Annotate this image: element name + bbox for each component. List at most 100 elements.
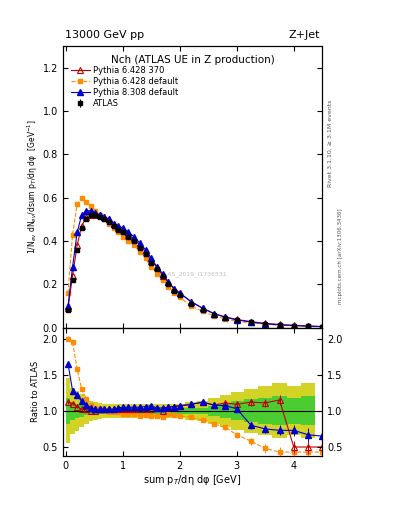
Pythia 6.428 default — [138, 249, 142, 255]
Pythia 8.308 default — [154, 264, 159, 270]
Pythia 8.308 default — [143, 247, 148, 253]
Pythia 6.428 370 — [200, 305, 205, 311]
Pythia 6.428 default — [66, 290, 70, 296]
Pythia 6.428 default — [177, 294, 182, 301]
Pythia 8.308 default — [306, 323, 310, 329]
Pythia 6.428 default — [93, 208, 98, 214]
Pythia 6.428 370 — [79, 223, 84, 229]
X-axis label: sum p$_T$/dη dφ [GeV]: sum p$_T$/dη dφ [GeV] — [143, 473, 242, 487]
Pythia 8.308 default — [320, 324, 325, 330]
Pythia 6.428 370 — [120, 227, 125, 233]
Pythia 6.428 default — [79, 195, 84, 201]
Y-axis label: 1/N$_{ev}$ dN$_{ev}$/dsum p$_T$/dη dφ  [GeV$^{-1}$]: 1/N$_{ev}$ dN$_{ev}$/dsum p$_T$/dη dφ [G… — [26, 119, 40, 254]
Pythia 6.428 370 — [126, 231, 131, 238]
Pythia 8.308 default — [66, 303, 70, 309]
Pythia 8.308 default — [234, 317, 239, 323]
Pythia 6.428 370 — [154, 264, 159, 270]
Pythia 6.428 370 — [172, 286, 176, 292]
Text: Nch (ATLAS UE in Z production): Nch (ATLAS UE in Z production) — [111, 55, 274, 65]
Pythia 6.428 370 — [223, 314, 228, 320]
Text: Rivet 3.1.10, ≥ 3.1M events: Rivet 3.1.10, ≥ 3.1M events — [328, 100, 333, 187]
Pythia 8.308 default — [149, 255, 154, 262]
Pythia 6.428 default — [249, 320, 253, 326]
Line: Pythia 6.428 default: Pythia 6.428 default — [66, 195, 325, 329]
Pythia 6.428 370 — [84, 214, 88, 220]
Pythia 6.428 default — [143, 255, 148, 262]
Pythia 6.428 default — [320, 324, 325, 330]
Pythia 8.308 default — [249, 319, 253, 325]
Pythia 6.428 370 — [138, 242, 142, 248]
Pythia 6.428 default — [107, 221, 111, 227]
Pythia 8.308 default — [126, 229, 131, 236]
Pythia 8.308 default — [102, 214, 107, 220]
Pythia 6.428 default — [277, 322, 282, 328]
Pythia 6.428 370 — [88, 212, 93, 218]
Pythia 6.428 default — [189, 303, 193, 309]
Pythia 8.308 default — [116, 223, 121, 229]
Line: Pythia 8.308 default: Pythia 8.308 default — [65, 208, 325, 329]
Pythia 6.428 default — [166, 284, 171, 290]
Pythia 6.428 370 — [93, 212, 98, 218]
Text: mcplots.cern.ch [arXiv:1306.3436]: mcplots.cern.ch [arXiv:1306.3436] — [338, 208, 343, 304]
Pythia 6.428 default — [211, 313, 216, 319]
Text: ATLAS_2019_I1736531: ATLAS_2019_I1736531 — [157, 271, 228, 277]
Pythia 6.428 370 — [291, 322, 296, 328]
Pythia 8.308 default — [200, 305, 205, 311]
Pythia 8.308 default — [160, 270, 165, 276]
Pythia 6.428 default — [200, 308, 205, 314]
Pythia 8.308 default — [75, 229, 79, 236]
Pythia 6.428 default — [75, 201, 79, 207]
Pythia 6.428 370 — [149, 258, 154, 264]
Pythia 6.428 370 — [107, 216, 111, 222]
Pythia 8.308 default — [70, 264, 75, 270]
Pythia 6.428 default — [70, 231, 75, 238]
Pythia 8.308 default — [291, 323, 296, 329]
Pythia 6.428 default — [120, 233, 125, 240]
Pythia 8.308 default — [120, 225, 125, 231]
Pythia 6.428 370 — [102, 214, 107, 220]
Pythia 8.308 default — [177, 290, 182, 296]
Pythia 6.428 370 — [320, 324, 325, 330]
Pythia 6.428 default — [223, 316, 228, 322]
Pythia 6.428 370 — [166, 279, 171, 285]
Pythia 6.428 370 — [277, 322, 282, 328]
Pythia 6.428 370 — [234, 316, 239, 323]
Pythia 6.428 default — [160, 277, 165, 283]
Pythia 6.428 default — [97, 212, 102, 218]
Pythia 6.428 default — [263, 321, 268, 327]
Pythia 6.428 370 — [70, 272, 75, 279]
Pythia 6.428 370 — [160, 272, 165, 279]
Pythia 6.428 370 — [189, 298, 193, 305]
Text: Z+Jet: Z+Jet — [288, 30, 320, 40]
Pythia 6.428 370 — [116, 225, 121, 231]
Pythia 6.428 370 — [177, 290, 182, 296]
Pythia 6.428 default — [116, 229, 121, 236]
Pythia 6.428 370 — [211, 310, 216, 316]
Pythia 8.308 default — [223, 314, 228, 321]
Pythia 8.308 default — [138, 240, 142, 246]
Pythia 6.428 370 — [143, 249, 148, 255]
Pythia 6.428 default — [234, 318, 239, 324]
Pythia 6.428 default — [88, 203, 93, 209]
Pythia 6.428 default — [102, 216, 107, 222]
Pythia 8.308 default — [263, 321, 268, 327]
Pythia 6.428 default — [84, 199, 88, 205]
Pythia 8.308 default — [132, 233, 136, 240]
Pythia 6.428 370 — [249, 318, 253, 325]
Pythia 6.428 370 — [75, 242, 79, 248]
Pythia 8.308 default — [107, 216, 111, 222]
Pythia 8.308 default — [189, 298, 193, 305]
Pythia 8.308 default — [277, 322, 282, 328]
Line: Pythia 6.428 370: Pythia 6.428 370 — [65, 212, 325, 329]
Pythia 8.308 default — [172, 286, 176, 292]
Pythia 6.428 370 — [132, 236, 136, 242]
Pythia 6.428 default — [132, 242, 136, 248]
Pythia 6.428 default — [111, 225, 116, 231]
Pythia 6.428 370 — [306, 323, 310, 329]
Pythia 8.308 default — [166, 279, 171, 285]
Pythia 6.428 default — [172, 290, 176, 296]
Pythia 6.428 default — [306, 323, 310, 329]
Pythia 8.308 default — [84, 208, 88, 214]
Pythia 8.308 default — [211, 310, 216, 316]
Pythia 8.308 default — [111, 221, 116, 227]
